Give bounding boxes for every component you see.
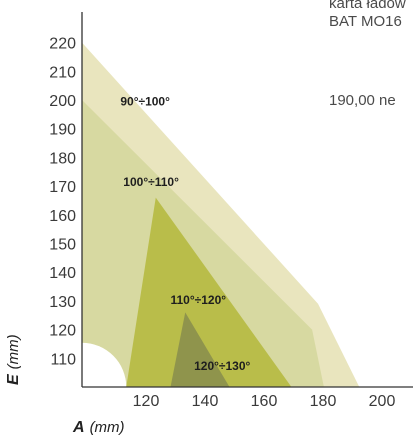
y-axis-label: E(mm) bbox=[5, 334, 22, 385]
x-tick-label: 140 bbox=[192, 393, 219, 410]
region-label-2: 100°÷110° bbox=[123, 175, 179, 189]
region-label-4: 120°÷130° bbox=[194, 359, 250, 373]
note-line-2: BAT MO16 bbox=[329, 13, 402, 30]
y-tick-label: 120 bbox=[49, 323, 76, 340]
y-tick-labels: 110 120 130 140 150 160 170 180 190 200 210 220 bbox=[49, 36, 76, 369]
y-tick-label: 220 bbox=[49, 36, 76, 53]
y-tick-label: 150 bbox=[49, 237, 76, 254]
y-tick-label: 130 bbox=[49, 294, 76, 311]
regions bbox=[82, 42, 360, 387]
y-tick-label: 170 bbox=[49, 179, 76, 196]
note-line-3: 190,00 ne bbox=[329, 92, 396, 109]
x-tick-label: 120 bbox=[133, 393, 160, 410]
y-tick-label: 190 bbox=[49, 122, 76, 139]
y-tick-label: 200 bbox=[49, 93, 76, 110]
axes bbox=[81, 12, 413, 388]
region-4 bbox=[170, 312, 230, 387]
region-3 bbox=[126, 197, 292, 387]
y-tick-label: 180 bbox=[49, 150, 76, 167]
y-tick-label: 210 bbox=[49, 64, 76, 81]
y-tick-label: 160 bbox=[49, 208, 76, 225]
y-tick-label: 140 bbox=[49, 265, 76, 282]
region-labels: 90°÷100° 100°÷110° 110°÷120° 120°÷130° bbox=[120, 95, 250, 373]
note-line-1: karta ładow bbox=[329, 0, 406, 12]
x-tick-label: 180 bbox=[310, 393, 337, 410]
x-tick-label: 160 bbox=[251, 393, 278, 410]
region-label-1: 90°÷100° bbox=[120, 95, 170, 109]
x-tick-label: 200 bbox=[369, 393, 396, 410]
y-tick-label: 110 bbox=[50, 351, 76, 368]
region-label-3: 110°÷120° bbox=[171, 293, 227, 307]
x-tick-labels: 120 140 160 180 200 bbox=[133, 393, 396, 410]
origin-cutout bbox=[82, 342, 127, 387]
x-axis-label: A (mm) bbox=[72, 419, 125, 436]
